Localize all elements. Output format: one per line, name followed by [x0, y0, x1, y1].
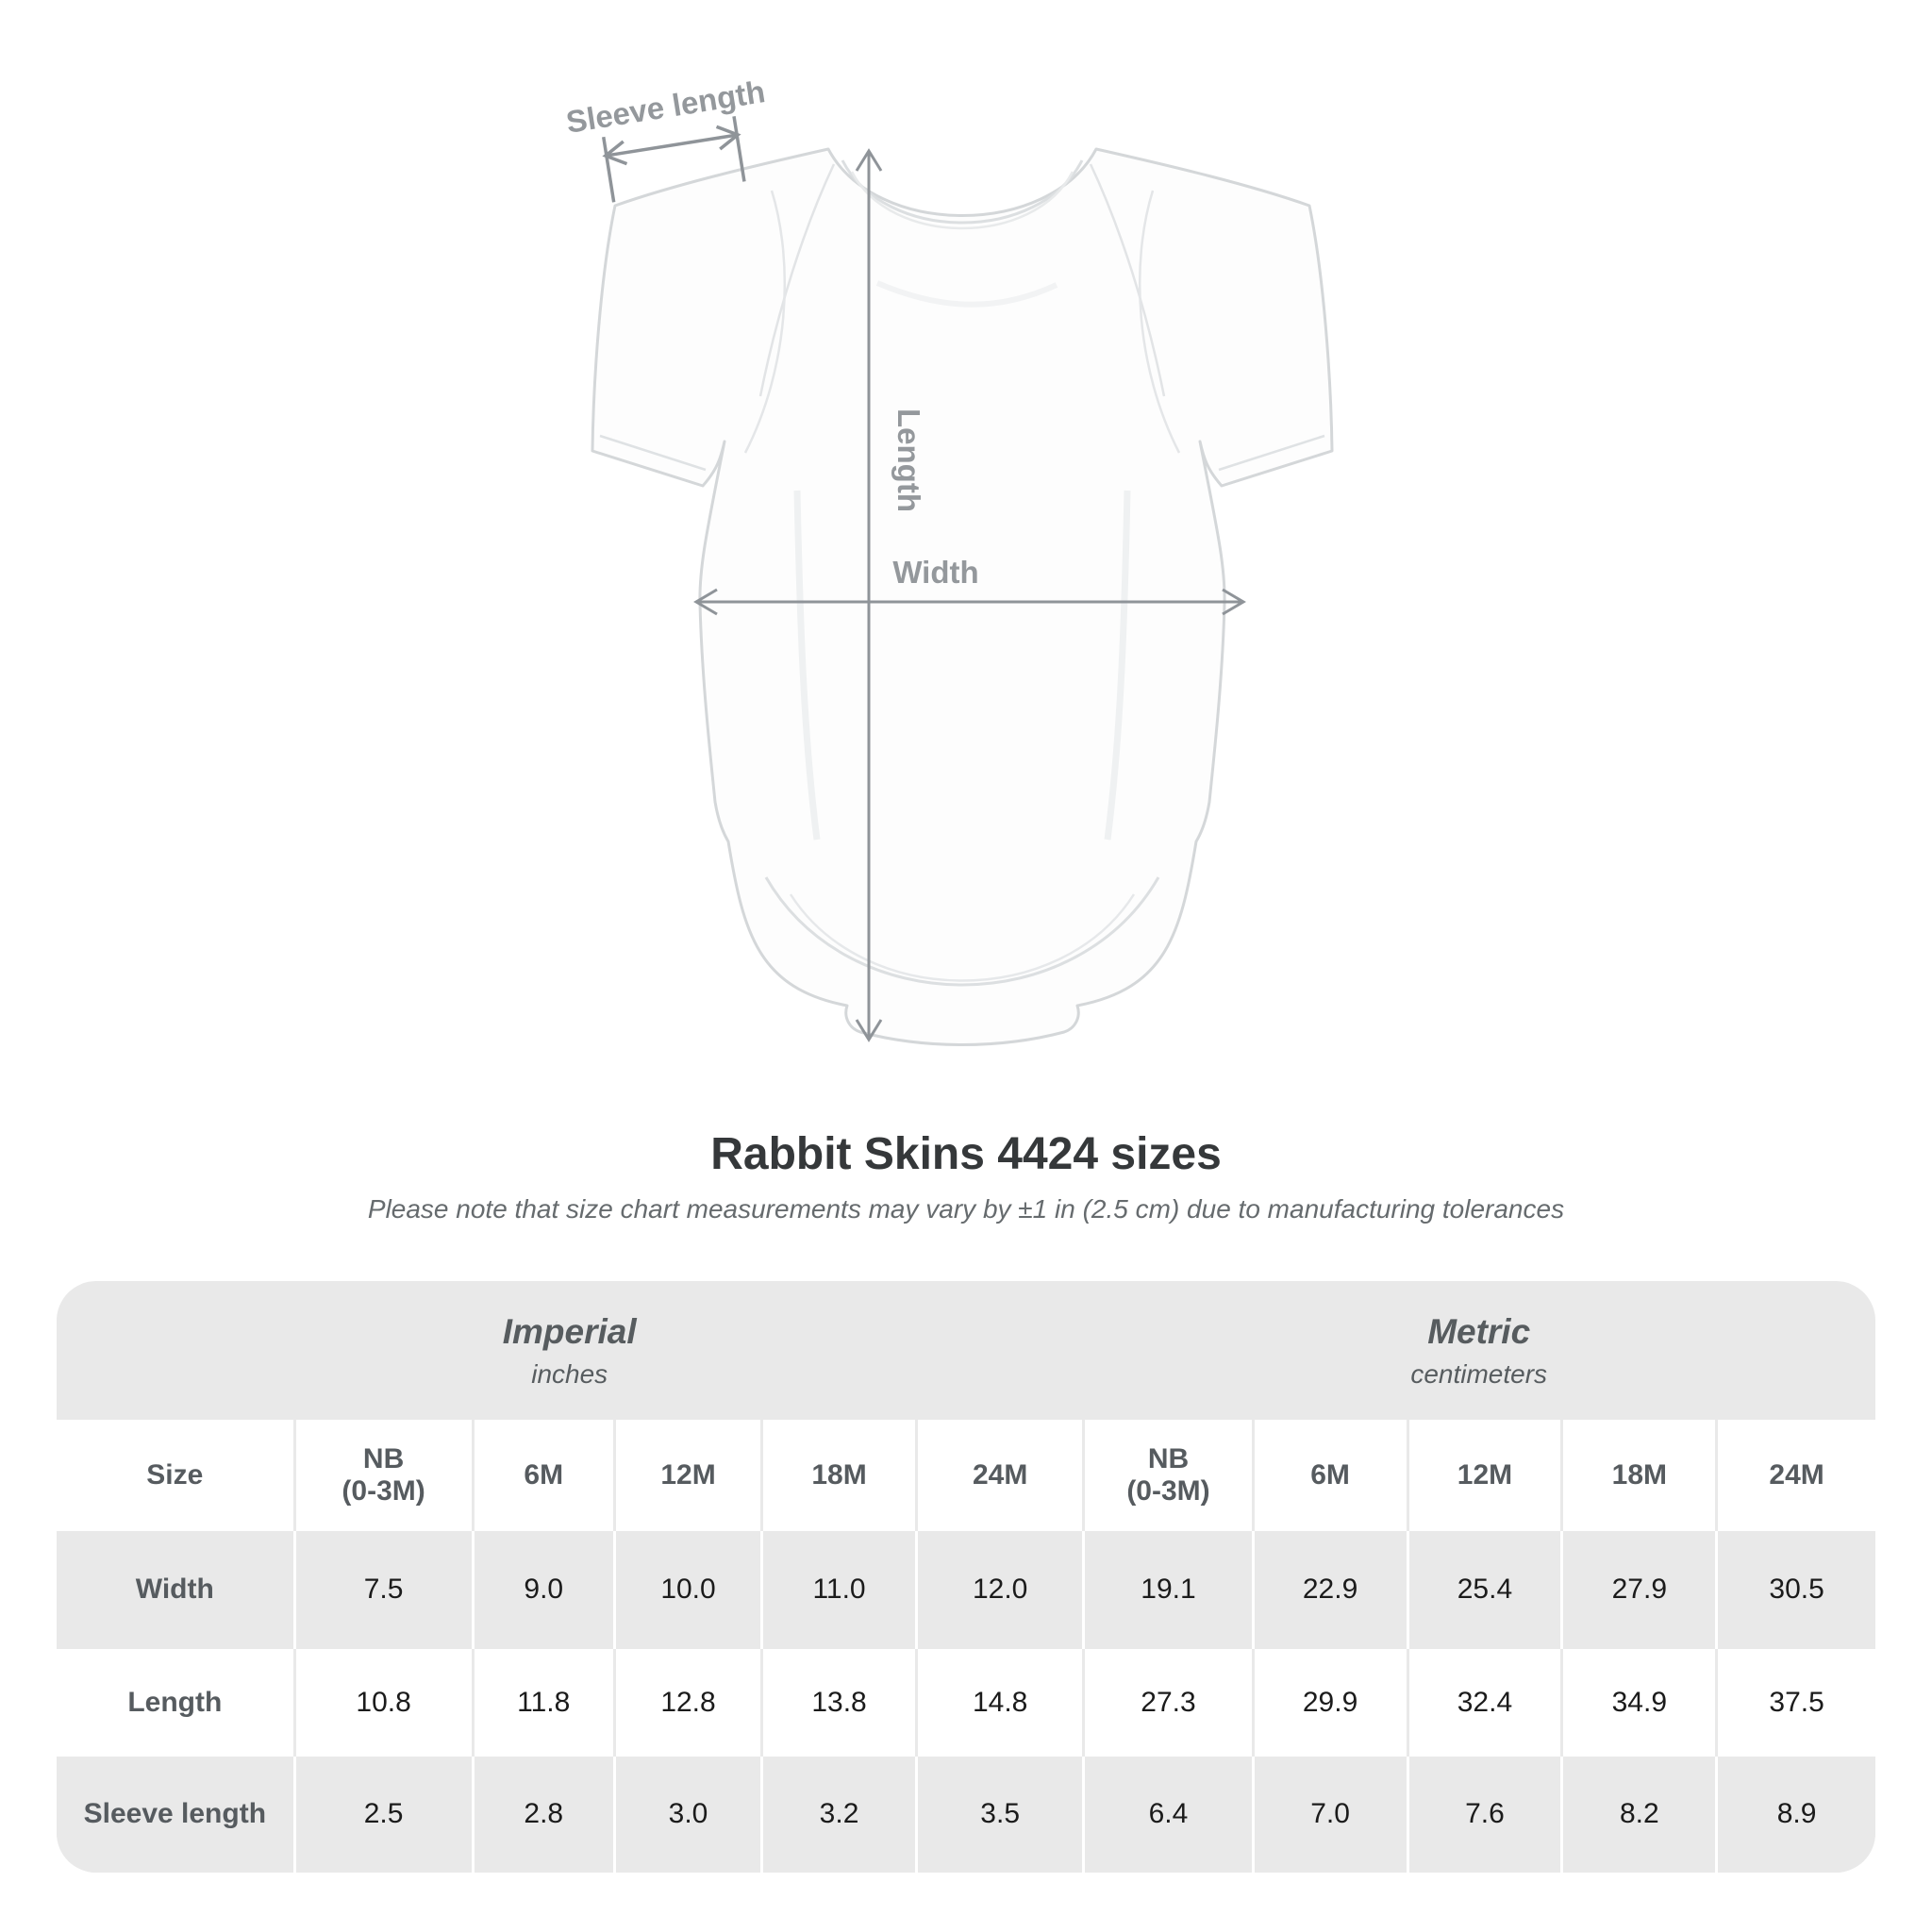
size-column-header: NB (0-3M) — [1082, 1420, 1251, 1531]
measurement-value: 3.0 — [612, 1757, 760, 1873]
metric-section-header: Metric centimeters — [1082, 1281, 1875, 1420]
length-label: Length — [891, 408, 926, 512]
size-column-header: 6M — [471, 1420, 613, 1531]
size-column-header: 12M — [612, 1420, 760, 1531]
measurement-value: 7.6 — [1406, 1757, 1561, 1873]
measurement-value: 2.8 — [471, 1757, 613, 1873]
measurement-value: 8.9 — [1715, 1757, 1875, 1873]
measurement-value: 6.4 — [1082, 1757, 1251, 1873]
measurement-value: 27.9 — [1560, 1531, 1715, 1649]
size-column-header: 18M — [760, 1420, 915, 1531]
page-subtitle: Please note that size chart measurements… — [367, 1194, 1565, 1224]
page-title: Rabbit Skins 4424 sizes — [710, 1129, 1222, 1179]
measurement-value: 29.9 — [1251, 1649, 1407, 1757]
size-column-header: 18M — [1560, 1420, 1715, 1531]
metric-title: Metric — [1427, 1311, 1531, 1351]
measurement-value: 13.8 — [760, 1649, 915, 1757]
imperial-section-header: Imperial inches — [57, 1281, 1082, 1420]
size-column-header: 24M — [914, 1420, 1082, 1531]
measurement-value: 19.1 — [1082, 1531, 1251, 1649]
onesie-diagram: Sleeve length Length Width — [564, 74, 1334, 1046]
measurement-value: 11.8 — [471, 1649, 613, 1757]
size-table: Imperial inches Metric centimeters Size … — [57, 1281, 1875, 1873]
measurement-value: 22.9 — [1251, 1531, 1407, 1649]
size-column-header: 6M — [1251, 1420, 1407, 1531]
measurement-value: 14.8 — [914, 1649, 1082, 1757]
measurement-value: 12.8 — [612, 1649, 760, 1757]
size-column-header: 24M — [1715, 1420, 1875, 1531]
measurement-value: 10.8 — [292, 1649, 472, 1757]
width-annotation: Width — [693, 555, 1246, 616]
measurement-value: 11.0 — [760, 1531, 915, 1649]
measurement-value: 25.4 — [1406, 1531, 1561, 1649]
measurement-value: 8.2 — [1560, 1757, 1715, 1873]
table-row-sleeve-length: Sleeve length 2.5 2.8 3.0 3.2 3.5 6.4 7.0 7.6 8.2… — [57, 1757, 1875, 1873]
onesie-illustration — [591, 147, 1334, 1046]
measurement-value: 10.0 — [612, 1531, 760, 1649]
metric-unit: centimeters — [1410, 1358, 1548, 1389]
table-header-row: Size NB (0-3M) 6M 12M 18M 24M NB (0-3M) 6M 12M 18M… — [57, 1420, 1875, 1531]
size-column-header: Size — [146, 1458, 204, 1491]
measurement-value: 7.5 — [292, 1531, 472, 1649]
size-column-header: 12M — [1406, 1420, 1561, 1531]
measurement-value: 30.5 — [1715, 1531, 1875, 1649]
measurement-value: 12.0 — [914, 1531, 1082, 1649]
measurement-value: 34.9 — [1560, 1649, 1715, 1757]
length-annotation: Length — [855, 148, 926, 1042]
width-label: Width — [892, 555, 978, 590]
measurement-value: 37.5 — [1715, 1649, 1875, 1757]
measurement-value: 7.0 — [1251, 1757, 1407, 1873]
imperial-unit: inches — [531, 1358, 608, 1389]
measurement-value: 32.4 — [1406, 1649, 1561, 1757]
measurement-value: 3.2 — [760, 1757, 915, 1873]
measurement-value: 9.0 — [471, 1531, 613, 1649]
row-label: Length — [127, 1686, 223, 1718]
row-label: Width — [135, 1574, 214, 1606]
size-column-header: NB (0-3M) — [292, 1420, 472, 1531]
table-row-length: Length 10.8 11.8 12.8 13.8 14.8 27.3 29.9 32.4 34… — [57, 1649, 1875, 1757]
row-label: Sleeve length — [83, 1798, 267, 1830]
measurement-value: 27.3 — [1082, 1649, 1251, 1757]
measurement-value: 3.5 — [914, 1757, 1082, 1873]
table-row-width: Width 7.5 9.0 10.0 11.0 12.0 19.1 22.9 25.4 27.9 3… — [57, 1531, 1875, 1649]
unit-section-row: Imperial inches Metric centimeters — [57, 1281, 1875, 1420]
measurement-value: 2.5 — [292, 1757, 472, 1873]
table-body: Width 7.5 9.0 10.0 11.0 12.0 19.1 22.9 25.4 27.9 3… — [57, 1531, 1875, 1873]
imperial-title: Imperial — [502, 1311, 637, 1351]
